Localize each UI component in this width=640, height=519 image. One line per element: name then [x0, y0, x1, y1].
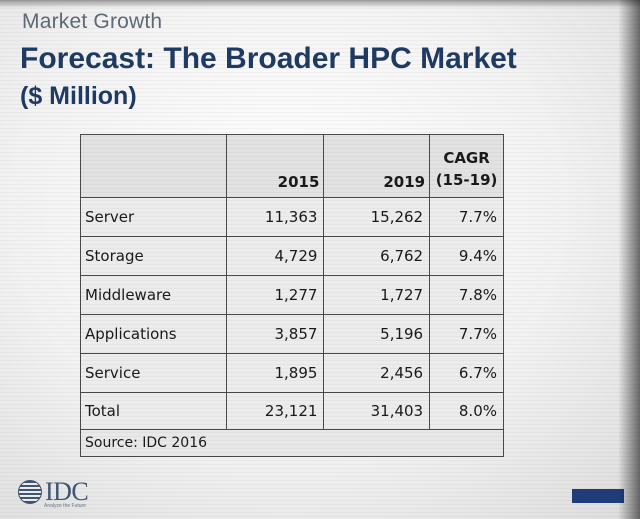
row-label: Server: [80, 197, 227, 237]
row-value-2019: 1,727: [323, 275, 431, 315]
row-label: Storage: [80, 236, 227, 276]
market-table: 2015 2019 CAGR (15-19) Server 11,363 15,…: [80, 134, 504, 457]
row-label: Middleware: [80, 275, 227, 315]
total-value-2015: 23,121: [225, 392, 325, 430]
table-row: Storage 4,729 6,762 9.4%: [80, 236, 504, 276]
row-value-2019: 6,762: [323, 236, 431, 276]
row-value-2019: 5,196: [323, 314, 431, 354]
table-row: Middleware 1,277 1,727 7.8%: [80, 275, 504, 315]
row-cagr: 7.8%: [429, 275, 504, 315]
row-cagr: 6.7%: [429, 353, 504, 393]
globe-icon: [18, 480, 42, 504]
row-label: Service: [80, 353, 227, 393]
row-value-2015: 4,729: [225, 236, 325, 276]
screen-top-shadow: [0, 0, 640, 8]
table-row: Service 1,895 2,456 6.7%: [80, 353, 504, 393]
slide-title: Forecast: The Broader HPC Market: [20, 42, 517, 75]
header-cagr-line1: CAGR: [443, 149, 490, 167]
screen-right-edge: [618, 0, 640, 519]
total-label: Total: [80, 392, 227, 430]
logo-wordmark: IDC: [45, 477, 89, 506]
row-value-2015: 1,895: [225, 353, 325, 393]
header-cagr: CAGR (15-19): [429, 134, 504, 198]
row-cagr: 7.7%: [429, 197, 504, 237]
table-total-row: Total 23,121 31,403 8.0%: [80, 392, 504, 430]
table-source-row: Source: IDC 2016: [80, 429, 504, 457]
total-value-2019: 31,403: [323, 392, 431, 430]
row-value-2019: 2,456: [323, 353, 431, 393]
header-2015: 2015: [225, 134, 325, 198]
header-cagr-line2: (15-19): [435, 171, 498, 189]
table-header-row: 2015 2019 CAGR (15-19): [80, 134, 504, 198]
total-cagr: 8.0%: [429, 392, 504, 430]
row-value-2015: 11,363: [225, 197, 325, 237]
slide-subtitle: ($ Million): [20, 82, 137, 110]
table-row: Server 11,363 15,262 7.7%: [80, 197, 504, 237]
row-value-2015: 3,857: [225, 314, 325, 354]
slide-kicker: Market Growth: [22, 10, 163, 33]
row-cagr: 7.7%: [429, 314, 504, 354]
hpc-market-table: 2015 2019 CAGR (15-19) Server 11,363 15,…: [80, 134, 504, 457]
header-empty-cell: [80, 134, 227, 198]
row-value-2019: 15,262: [323, 197, 431, 237]
idc-logo: IDC: [18, 477, 89, 506]
row-cagr: 9.4%: [429, 236, 504, 276]
row-value-2015: 1,277: [225, 275, 325, 315]
logo-tagline: Analyze the Future: [44, 503, 86, 509]
accent-bar: [572, 489, 624, 503]
row-label: Applications: [80, 314, 227, 354]
table-row: Applications 3,857 5,196 7.7%: [80, 314, 504, 354]
source-note: Source: IDC 2016: [80, 429, 504, 457]
header-2019: 2019: [323, 134, 431, 198]
